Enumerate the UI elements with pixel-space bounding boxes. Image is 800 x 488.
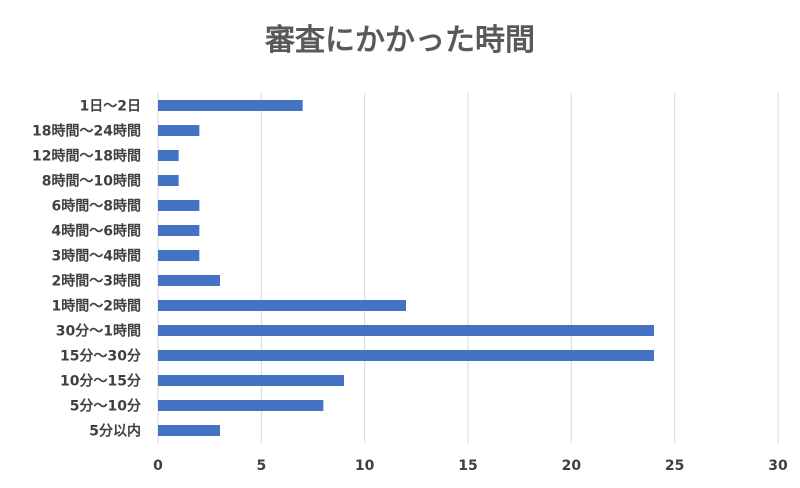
category-label: 1時間〜2時間 [52, 298, 141, 315]
category-label: 6時間〜8時間 [52, 198, 141, 215]
category-label: 8時間〜10時間 [42, 173, 141, 190]
bar [158, 125, 200, 136]
bar [158, 250, 200, 261]
category-label: 5分〜10分 [70, 399, 141, 415]
category-label: 30分〜1時間 [56, 323, 141, 340]
category-label: 15分〜30分 [60, 349, 141, 365]
x-tick-label: 0 [153, 458, 163, 474]
category-label: 3時間〜4時間 [52, 248, 141, 265]
x-tick-labels: 0 5 10 15 20 25 30 [153, 458, 788, 474]
x-tick-label: 15 [458, 458, 477, 474]
bar [158, 225, 200, 236]
category-label: 2時間〜3時間 [52, 273, 141, 290]
category-label: 5分以内 [89, 423, 141, 440]
x-tick-label: 30 [768, 458, 788, 474]
x-tick-label: 10 [355, 458, 375, 474]
bar [158, 375, 344, 386]
gridlines [157, 93, 779, 443]
x-tick-label: 20 [562, 458, 582, 474]
bar [158, 325, 654, 336]
chart-title: 審査にかかった時間 [264, 23, 535, 58]
category-label: 4時間〜6時間 [52, 223, 141, 240]
category-label: 12時間〜18時間 [32, 148, 141, 165]
bar [158, 175, 179, 186]
bar [158, 425, 220, 436]
category-label: 18時間〜24時間 [32, 123, 141, 140]
bar [158, 100, 303, 111]
category-labels: 1日〜2日 18時間〜24時間 12時間〜18時間 8時間〜10時間 6時間〜8時間 4時… [32, 99, 141, 440]
bar [158, 200, 200, 211]
x-tick-label: 5 [256, 458, 266, 474]
x-tick-label: 25 [665, 458, 684, 474]
bar [158, 300, 406, 311]
bar [158, 275, 220, 286]
bar [158, 350, 654, 361]
bars [158, 100, 654, 436]
category-label: 1日〜2日 [80, 99, 141, 115]
category-label: 10分〜15分 [60, 374, 141, 390]
bar [158, 400, 324, 411]
bar [158, 150, 179, 161]
